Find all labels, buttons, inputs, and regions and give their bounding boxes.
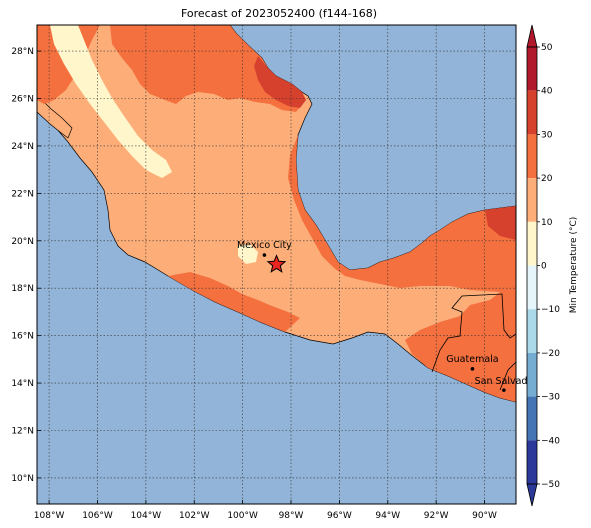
colorbar-tick-label: 30 [541, 130, 553, 140]
warm-gulf [288, 135, 516, 402]
colorbar-tick-label: 0 [541, 262, 547, 272]
x-axis-ticks: 108°W 106°W 104°W 102°W 100°W 98°W 96°W 94°W 92°… [34, 500, 497, 521]
colorbar [526, 24, 538, 507]
colorbar-level [527, 47, 537, 91]
colorbar-level [527, 265, 537, 310]
colorbar-level [527, 178, 537, 222]
colorbar-extend-min [526, 483, 538, 507]
colorbar-ticks: 50 40 30 20 10 0 −10 −20 −30 −40 −50 [537, 43, 560, 490]
colorbar-level [527, 90, 537, 135]
city-labels: Mexico City Guatemala San Salvador [237, 240, 537, 392]
x-tick-label: 104°W [131, 511, 162, 521]
map-title: Forecast of 2023052400 (f144-168) [181, 7, 377, 20]
cool-sierra [50, 25, 172, 178]
y-tick-label: 20°N [11, 237, 34, 247]
colorbar-tick-label: −50 [541, 480, 560, 490]
city-dot [470, 367, 475, 371]
colorbar-level [527, 134, 537, 179]
colorbar-tick-label: 40 [541, 87, 553, 97]
land-mexico [37, 25, 516, 403]
border-guatemala [431, 293, 516, 391]
colorbar-tick-label: 10 [541, 218, 553, 228]
hot-yucatan-edge [485, 206, 516, 240]
colorbar-tick-label: −40 [541, 436, 560, 446]
map-gridlines [37, 25, 516, 504]
colorbar-tick-label: −30 [541, 393, 560, 403]
x-tick-label: 102°W [179, 511, 210, 521]
cool-mexico-city [238, 244, 258, 264]
colorbar-level [527, 352, 537, 397]
map-frame [36, 24, 517, 505]
y-tick-label: 22°N [11, 189, 34, 199]
city-label: San Salvador [475, 376, 538, 387]
map-area [37, 25, 516, 504]
city-label: Guatemala [446, 354, 498, 365]
x-tick-label: 96°W [327, 511, 352, 521]
y-tick-label: 10°N [11, 474, 34, 484]
city-dot [502, 388, 506, 392]
warm-pacific [168, 272, 300, 332]
colorbar-tick-label: 50 [541, 43, 553, 53]
y-tick-label: 16°N [11, 332, 34, 342]
x-tick-label: 92°W [424, 511, 449, 521]
x-tick-label: 106°W [82, 511, 113, 521]
colorbar-tick-label: −20 [541, 349, 560, 359]
colorbar-level [527, 221, 537, 266]
y-tick-label: 24°N [11, 142, 34, 152]
city-dot [262, 253, 267, 257]
colorbar-level [527, 440, 537, 484]
x-tick-label: 100°W [227, 511, 258, 521]
x-tick-label: 98°W [279, 511, 304, 521]
star-marker-shape [266, 254, 287, 273]
y-tick-label: 28°N [11, 47, 34, 57]
hot-northeast [254, 56, 306, 108]
star-marker [266, 254, 287, 273]
x-tick-label: 90°W [472, 511, 497, 521]
warm-north [110, 25, 306, 112]
y-tick-label: 18°N [11, 284, 34, 294]
colorbar-level [527, 396, 537, 441]
colorbar-tick-label: 20 [541, 174, 553, 184]
city-label: Mexico City [237, 240, 292, 251]
x-tick-label: 94°W [375, 511, 400, 521]
y-axis-ticks: 10°N 12°N 14°N 16°N 18°N 20°N 22°N 24°N 26°N 28°N [11, 47, 41, 484]
y-tick-label: 12°N [11, 426, 34, 436]
colorbar-extend-max [526, 24, 538, 48]
x-tick-label: 108°W [34, 511, 65, 521]
y-tick-label: 26°N [11, 95, 34, 105]
colorbar-label: Min Temperature (°C) [569, 217, 579, 314]
colorbar-tick-label: −10 [541, 305, 560, 315]
y-tick-label: 14°N [11, 379, 34, 389]
colorbar-level [527, 309, 537, 353]
